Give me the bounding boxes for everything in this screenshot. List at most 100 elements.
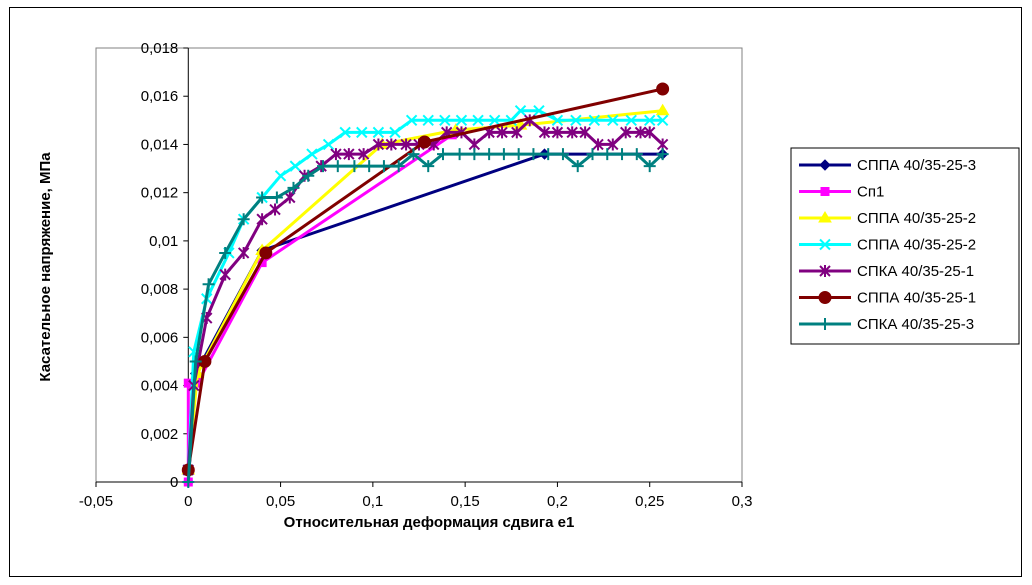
legend-label: СПКА 40/35-25-1 xyxy=(857,263,974,280)
legend-item: СППА 40/35-25-3 xyxy=(799,157,976,174)
data-point xyxy=(356,126,368,139)
legend-label: СПКА 40/35-25-3 xyxy=(857,316,974,333)
data-point xyxy=(634,126,647,139)
data-point xyxy=(607,138,619,151)
series-layer xyxy=(181,82,670,488)
legend-marker xyxy=(818,291,832,304)
data-point xyxy=(385,138,398,151)
y-tick-label: 0,006 xyxy=(141,329,179,346)
data-point xyxy=(422,114,434,127)
legend-label: Сп1 xyxy=(857,184,884,201)
data-point xyxy=(579,126,591,139)
data-point xyxy=(644,126,656,139)
data-point xyxy=(656,114,669,127)
data-point xyxy=(527,148,540,161)
y-tick-label: 0,018 xyxy=(141,40,179,57)
data-point xyxy=(389,126,401,139)
data-point xyxy=(571,160,584,173)
data-point xyxy=(256,213,268,226)
legend-marker xyxy=(819,159,831,171)
data-point xyxy=(643,160,656,173)
y-tick-label: 0,008 xyxy=(141,281,179,298)
data-point xyxy=(468,148,481,161)
y-axis-title: Касательное напряжение, МПа xyxy=(37,152,54,382)
x-tick-label: 0,2 xyxy=(547,493,568,510)
data-point xyxy=(372,126,385,139)
data-point xyxy=(289,160,302,172)
axes: -0,05 0 0,05 0,1 0,15 0,2 0,25 0,3 0 0,002 0,004 0,… xyxy=(79,40,753,510)
x-tick-label: -0,05 xyxy=(79,493,113,510)
series-5 xyxy=(182,114,669,476)
data-point xyxy=(237,246,250,259)
data-point xyxy=(496,126,508,139)
data-point xyxy=(566,126,578,139)
data-point xyxy=(219,246,232,259)
legend-marker xyxy=(818,211,832,223)
data-point xyxy=(533,104,545,117)
data-point xyxy=(377,160,390,173)
data-point xyxy=(274,170,287,182)
y-tick-label: 0,004 xyxy=(141,378,179,395)
data-point xyxy=(237,213,250,226)
data-point xyxy=(306,148,318,160)
data-point xyxy=(551,114,564,127)
data-point xyxy=(570,114,582,127)
legend-item: СППА 40/35-25-2 xyxy=(799,210,976,227)
data-point xyxy=(556,148,569,161)
data-point xyxy=(348,160,361,173)
data-point xyxy=(422,160,435,173)
data-point xyxy=(322,138,335,151)
y-tick-label: 0 xyxy=(170,474,178,491)
data-point xyxy=(357,148,370,161)
legend-item: СППА 40/35-25-1 xyxy=(799,290,976,307)
data-point xyxy=(343,148,355,161)
data-point xyxy=(586,148,599,161)
data-point xyxy=(655,103,670,116)
y-tick-label: 0,012 xyxy=(141,185,179,202)
data-point xyxy=(284,191,296,204)
legend-label: СППА 40/35-25-2 xyxy=(857,237,976,254)
data-point xyxy=(372,138,385,151)
legend-item: СПКА 40/35-25-1 xyxy=(799,263,974,280)
data-point xyxy=(418,135,432,149)
data-point xyxy=(455,114,468,127)
data-point xyxy=(202,278,215,291)
data-point xyxy=(392,160,405,173)
data-point xyxy=(551,126,564,139)
x-tick-label: 0,05 xyxy=(266,493,295,510)
legend: СППА 40/35-25-3 Сп1 СППА 40/35-25-2 СППА 40… xyxy=(790,147,1020,345)
data-point xyxy=(270,191,283,204)
legend-marker xyxy=(820,187,830,196)
data-point xyxy=(407,148,420,161)
data-point xyxy=(512,148,525,161)
x-tick-label: 0 xyxy=(184,493,192,510)
data-point xyxy=(625,114,637,127)
y-tick-label: 0,01 xyxy=(149,233,178,250)
data-point xyxy=(514,104,527,117)
x-tick-label: 0,1 xyxy=(362,493,383,510)
data-point xyxy=(453,148,466,161)
data-point xyxy=(592,138,604,151)
data-point xyxy=(400,138,412,151)
legend-label: СППА 40/35-25-3 xyxy=(857,157,976,174)
data-point xyxy=(269,203,281,216)
legend-item: Сп1 xyxy=(799,184,884,201)
data-point xyxy=(331,160,344,173)
legend-marker xyxy=(819,265,831,277)
x-tick-label: 0,15 xyxy=(451,493,480,510)
legend-item: СПКА 40/35-25-3 xyxy=(799,316,974,333)
legend-label: СППА 40/35-25-2 xyxy=(857,210,976,227)
data-point xyxy=(256,191,269,204)
data-point xyxy=(182,476,195,488)
data-point xyxy=(601,148,614,161)
legend-marker xyxy=(819,238,831,251)
data-point xyxy=(439,114,451,127)
data-point xyxy=(588,114,601,127)
data-point xyxy=(302,169,315,182)
data-point xyxy=(219,268,231,281)
series-7 xyxy=(182,148,669,488)
x-tick-label: 0,25 xyxy=(635,493,664,510)
y-tick-label: 0,014 xyxy=(141,136,179,153)
y-tick-label: 0,016 xyxy=(141,88,179,105)
data-point xyxy=(607,114,619,127)
